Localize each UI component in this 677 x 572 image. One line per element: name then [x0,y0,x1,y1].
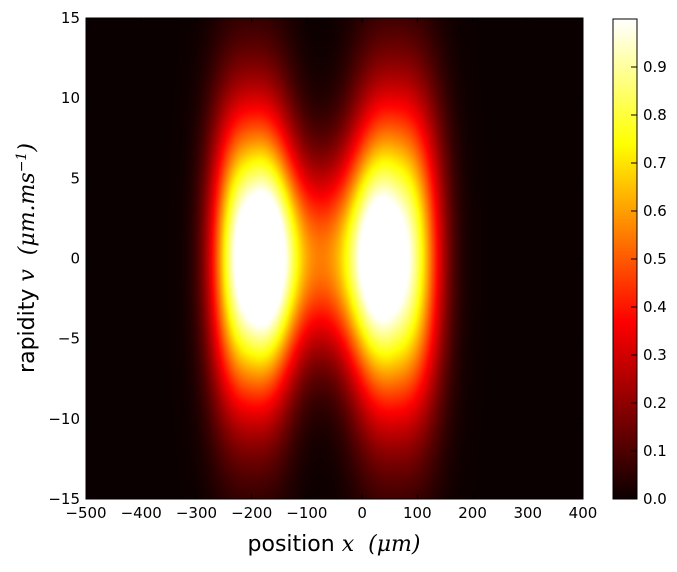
x-tick-label: −300 [176,504,217,522]
x-tick-label: −100 [286,504,327,522]
x-tick-label: −500 [65,504,106,522]
colorbar-tick-label: 0.0 [643,490,667,508]
x-ticks: −500 −400 −300 −200 −100 0 100 200 300 400 [65,18,597,522]
colorbar-tick-label: 0.8 [643,106,667,124]
x-axis-title-unit: (μm) [368,532,420,557]
x-axis-title-var: x [342,532,355,557]
x-tick-label: 400 [569,504,598,522]
y-tick-label: −10 [48,410,80,428]
colorbar-ticks: 0.0 0.1 0.2 0.3 0.4 0.5 0.6 0.7 0.8 0.9 [631,58,667,508]
y-axis-title-unit: (μm.ms [15,172,40,255]
y-axis-title: rapidity v (μm.ms−1) [14,143,40,373]
colorbar-tick-label: 0.3 [643,346,667,364]
y-tick-label: −5 [58,330,80,348]
x-axis-title-prefix: position [248,532,342,557]
y-axis-title-exp: −1 [14,152,30,173]
x-tick-label: 200 [458,504,487,522]
colorbar-tick-label: 0.7 [643,154,667,172]
y-tick-label: 10 [61,89,80,107]
colorbar-tick-label: 0.5 [643,250,667,268]
x-tick-label: 0 [357,504,367,522]
colorbar-tick-label: 0.1 [643,442,667,460]
y-ticks: −15 −10 −5 0 5 10 15 [48,9,583,508]
x-tick-label: 100 [403,504,432,522]
colorbar-tick-label: 0.6 [643,202,667,220]
colorbar-tick-label: 0.2 [643,394,667,412]
y-axis-title-close: ) [15,143,40,153]
x-tick-label: 300 [513,504,542,522]
colorbar-tick-label: 0.4 [643,298,667,316]
heatmap-image [86,18,583,499]
y-axis-title-prefix: rapidity [15,282,40,373]
y-tick-label: −15 [48,490,80,508]
y-axis-title-var: v [15,269,40,282]
x-tick-label: −200 [231,504,272,522]
y-tick-label: 5 [70,169,80,187]
x-tick-label: −400 [121,504,162,522]
x-axis-title: position x (μm) [248,532,421,557]
colorbar-tick-label: 0.9 [643,58,667,76]
y-tick-label: 15 [61,9,80,27]
y-tick-label: 0 [70,250,80,268]
